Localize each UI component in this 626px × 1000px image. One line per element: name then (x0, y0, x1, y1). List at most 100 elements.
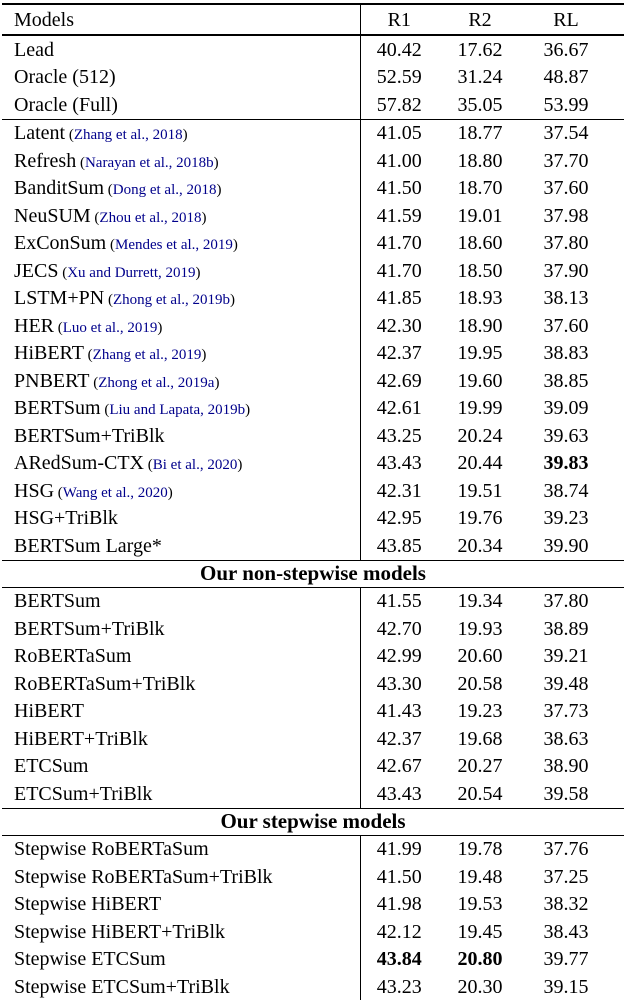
score-cell-rl: 37.70 (543, 149, 589, 172)
table-row: BERTSum+TriBlk 43.25 20.24 39.63 (2, 422, 624, 450)
score-cell-r1: 41.70 (376, 232, 422, 255)
citation-link[interactable]: Zhang et al., 2018 (73, 127, 183, 144)
score-cell-r2: 19.53 (457, 893, 503, 916)
score-cell-r1: 42.61 (376, 397, 422, 420)
score-cell-rl: 38.13 (543, 287, 589, 310)
citation-link[interactable]: Wang et al., 2020 (62, 484, 168, 501)
section-title: Our non-stepwise models (2, 559, 624, 588)
citation-wrapper: (Mendes et al., 2019) (106, 237, 238, 254)
score-cell-rl: 37.80 (543, 232, 589, 255)
model-name: RoBERTaSum (14, 645, 132, 668)
citation-link[interactable]: Liu and Lapata, 2019b (109, 402, 246, 419)
model-name: NeuSUM (14, 204, 91, 227)
model-name: LSTM+PN (14, 287, 105, 310)
table-row: RoBERTaSum+TriBlk 43.30 20.58 39.48 (2, 670, 624, 698)
score-cell-r2: 19.01 (457, 204, 503, 227)
citation-link[interactable]: Bi et al., 2020 (152, 457, 238, 474)
section-title-row: Our non-stepwise models (2, 559, 624, 588)
score-cell-r1: 42.31 (376, 479, 422, 502)
model-name: HER (14, 314, 54, 337)
section-title: Our stepwise models (2, 807, 624, 836)
model-name: Oracle (Full) (14, 93, 118, 116)
score-cell-rl: 48.87 (543, 66, 589, 89)
citation-link[interactable]: Zhong et al., 2019a (98, 374, 215, 391)
table-row: HSG (Wang et al., 2020) 42.31 19.51 38.74 (2, 477, 624, 505)
table-row: BERTSum (Liu and Lapata, 2019b) 42.61 19.9… (2, 394, 624, 422)
score-cell-rl: 39.15 (543, 975, 589, 998)
col-header-r1: R1 (360, 4, 438, 36)
model-cell: BERTSum+TriBlk (2, 422, 361, 450)
citation-wrapper: (Luo et al., 2019) (54, 319, 163, 336)
model-name: HSG (14, 479, 55, 502)
score-cell-r1: 41.50 (376, 177, 422, 200)
model-cell: Refresh (Narayan et al., 2018b) (2, 147, 361, 175)
score-cell-rl: 38.85 (543, 369, 589, 392)
table-row: Latent (Zhang et al., 2018) 41.05 18.77 37.… (2, 118, 624, 147)
score-cell-r1: 43.84 (376, 948, 422, 971)
score-cell-r2: 19.45 (457, 920, 503, 943)
table-row: ETCSum 42.67 20.27 38.90 (2, 752, 624, 780)
score-cell-rl: 37.54 (522, 118, 624, 147)
table-row: Refresh (Narayan et al., 2018b) 41.00 18.8… (2, 147, 624, 175)
model-name: RoBERTaSum+TriBlk (14, 672, 196, 695)
model-name: Stepwise HiBERT+TriBlk (14, 920, 226, 943)
score-cell-rl: 39.48 (543, 672, 589, 695)
model-name: Refresh (14, 149, 77, 172)
score-cell-r1: 40.42 (376, 38, 422, 61)
table-row: Oracle (512) 52.59 31.24 48.87 (2, 63, 624, 91)
score-cell-r2: 17.62 (457, 38, 503, 61)
model-name: Stepwise ETCSum+TriBlk (14, 975, 230, 998)
table-row: RoBERTaSum 42.99 20.60 39.21 (2, 642, 624, 670)
table-row: HiBERT+TriBlk 42.37 19.68 38.63 (2, 725, 624, 753)
model-name: HiBERT (14, 342, 84, 365)
score-cell-r1: 43.43 (376, 782, 422, 805)
score-cell-r2: 20.30 (457, 975, 503, 998)
score-cell-rl: 36.67 (543, 38, 589, 61)
score-cell-r1: 43.23 (376, 975, 422, 998)
score-cell-rl: 37.60 (543, 314, 589, 337)
model-name: BanditSum (14, 177, 105, 200)
model-cell: Oracle (Full) (2, 91, 361, 119)
table-row: ExConSum (Mendes et al., 2019) 41.70 18.60… (2, 229, 624, 257)
citation-link[interactable]: Zhang et al., 2019 (92, 347, 202, 364)
citation-wrapper: (Wang et al., 2020) (54, 484, 173, 501)
model-name: BERTSum+TriBlk (14, 424, 165, 447)
citation-link[interactable]: Dong et al., 2018 (112, 182, 217, 199)
score-cell-rl: 38.83 (543, 342, 589, 365)
model-cell: RoBERTaSum (2, 642, 361, 670)
section-title-row: Our stepwise models (2, 807, 624, 836)
model-cell: BanditSum (Dong et al., 2018) (2, 174, 361, 202)
table-row: ARedSum-CTX (Bi et al., 2020) 43.43 20.44 3… (2, 449, 624, 477)
score-cell-r1: 42.37 (376, 727, 422, 750)
table-row: LSTM+PN (Zhong et al., 2019b) 41.85 18.93 3… (2, 284, 624, 312)
score-cell-rl: 39.21 (543, 645, 589, 668)
header-row: Models R1 R2 RL (2, 4, 624, 36)
citation-wrapper: (Liu and Lapata, 2019b) (100, 402, 251, 419)
citation-link[interactable]: Mendes et al., 2019 (115, 237, 233, 254)
citation-link[interactable]: Zhong et al., 2019b (112, 292, 231, 309)
score-cell-r1: 41.70 (376, 259, 422, 282)
score-cell-rl: 38.90 (543, 755, 589, 778)
score-cell-r2: 19.51 (457, 479, 503, 502)
citation-link[interactable]: Zhou et al., 2018 (99, 209, 202, 226)
model-cell: HSG+TriBlk (2, 504, 361, 532)
table-row: PNBERT (Zhong et al., 2019a) 42.69 19.60 38… (2, 367, 624, 395)
model-name: ETCSum+TriBlk (14, 782, 153, 805)
score-cell-r1: 43.85 (376, 534, 422, 557)
score-cell-rl: 38.89 (543, 617, 589, 640)
model-cell: PNBERT (Zhong et al., 2019a) (2, 367, 361, 395)
score-cell-rl: 53.99 (543, 93, 589, 116)
model-name: HiBERT (14, 700, 84, 723)
citation-link[interactable]: Xu and Durrett, 2019 (67, 264, 196, 281)
model-name: BERTSum Large* (14, 534, 162, 557)
score-cell-r1: 42.95 (376, 507, 422, 530)
score-cell-rl: 39.58 (543, 782, 589, 805)
score-cell-rl: 37.98 (543, 204, 589, 227)
citation-link[interactable]: Luo et al., 2019 (62, 319, 158, 336)
score-cell-rl: 39.90 (543, 534, 589, 557)
model-cell: Stepwise HiBERT (2, 890, 361, 918)
citation-link[interactable]: Narayan et al., 2018b (84, 154, 214, 171)
model-cell: Stepwise ETCSum+TriBlk (2, 973, 361, 1000)
model-name: BERTSum (14, 590, 101, 613)
